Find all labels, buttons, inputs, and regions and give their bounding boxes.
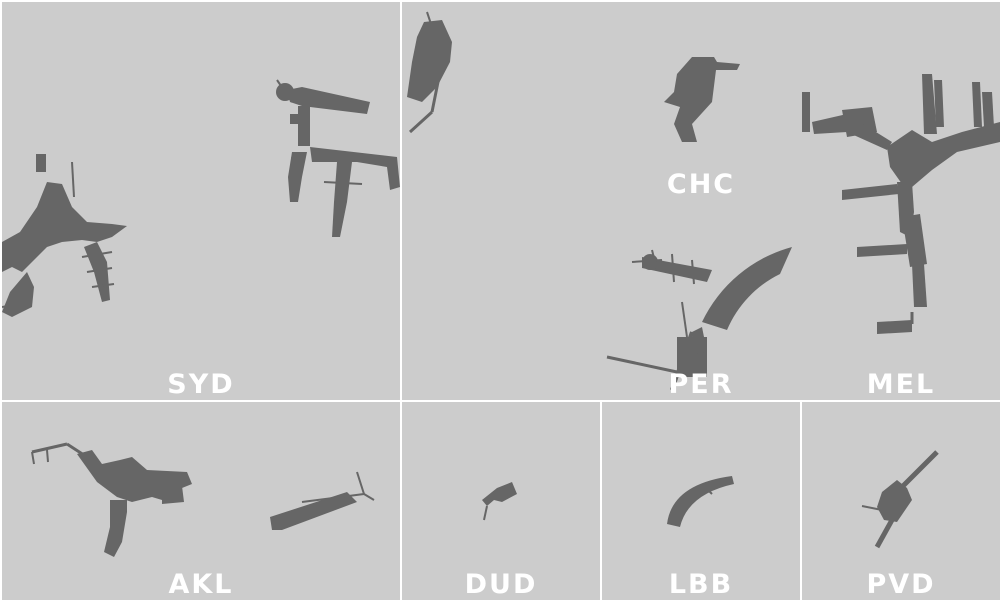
airport-panel-syd: SYD [2, 2, 400, 400]
terminal-map-syd [2, 79, 400, 317]
terminal-map-mel [802, 74, 1000, 334]
airport-code-label: PER [668, 369, 734, 400]
airport-panel-lbb: LBB [602, 402, 800, 600]
airport-code-label: SYD [167, 369, 235, 400]
terminal-map-dud [482, 482, 517, 521]
airport-code-label: PVD [866, 569, 936, 600]
airport-panel-pvd: PVD [802, 402, 1000, 600]
terminal-map-per [407, 11, 792, 391]
airport-panel-dud: DUD [402, 402, 600, 600]
terminal-map-lbb [667, 476, 734, 527]
airport-panel-akl: AKL [2, 402, 400, 600]
airport-panel-chc: CHC [602, 2, 800, 200]
terminal-map-akl [31, 442, 375, 557]
airport-code-label: MEL [866, 369, 936, 400]
airport-panel-mel: MEL [802, 2, 1000, 400]
airport-code-label: LBB [668, 569, 734, 600]
airport-code-label: AKL [168, 569, 234, 600]
airport-code-label: DUD [464, 569, 538, 600]
terminal-map-pvd [861, 450, 939, 549]
airport-code-label: CHC [666, 169, 736, 200]
terminal-map-chc [664, 57, 740, 142]
